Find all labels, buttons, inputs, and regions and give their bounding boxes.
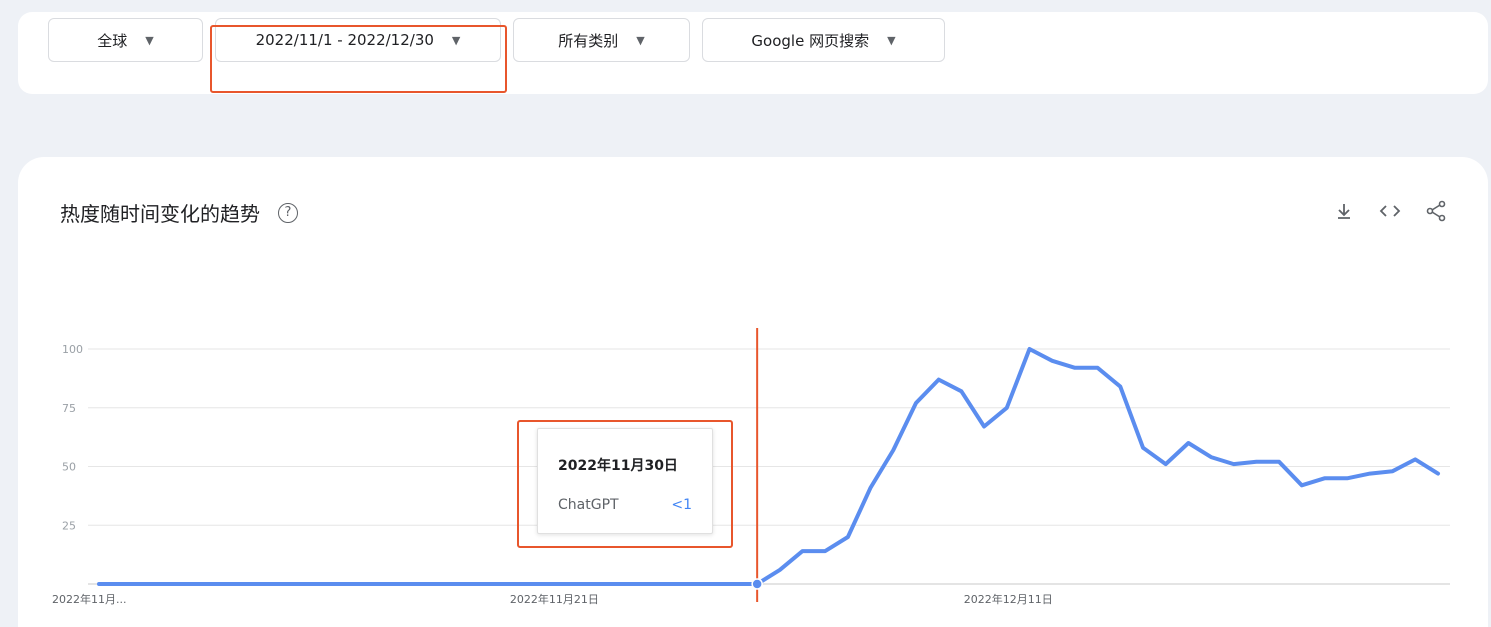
series-line-chatgpt [97,347,1440,586]
caret-down-icon: ▼ [887,33,896,47]
y-tick-label: 100 [62,343,83,356]
chart-tooltip: 2022年11月30日 ChatGPT <1 [537,428,713,534]
embed-icon[interactable] [1379,201,1401,221]
tooltip-term: ChatGPT [558,497,619,513]
date-range-highlight [210,25,507,93]
category-dropdown[interactable]: 所有类别 ▼ [513,18,690,62]
trend-card [18,157,1488,627]
card-actions [1333,200,1447,222]
caret-down-icon: ▼ [451,33,461,47]
card-header: 热度随时间变化的趋势 ? [60,198,298,227]
share-icon[interactable] [1425,200,1447,222]
tooltip-highlight [517,420,733,548]
x-tick-label: 2022年12月11日 [964,592,1053,606]
help-icon[interactable]: ? [278,202,298,223]
x-tick-label: 2022年11月21日 [510,592,599,606]
tooltip-date: 2022年11月30日 [558,458,678,474]
date-range-label: 2022/11/1 - 2022/12/30 [255,31,434,49]
region-dropdown[interactable]: 全球 ▼ [48,18,203,62]
y-tick-label: 75 [62,402,76,415]
x-tick-label: 2022年11月... [52,592,126,606]
y-tick-label: 50 [62,461,76,474]
caret-down-icon: ▼ [636,33,645,47]
region-label: 全球 [97,31,128,50]
card-title: 热度随时间变化的趋势 [60,202,260,226]
download-icon[interactable] [1333,201,1355,221]
category-label: 所有类别 [558,31,619,50]
search-type-dropdown[interactable]: Google 网页搜索 ▼ [702,18,945,62]
search-type-label: Google 网页搜索 [751,31,870,50]
hover-point [751,578,763,590]
y-tick-label: 25 [62,519,76,532]
tooltip-value: <1 [671,497,692,513]
caret-down-icon: ▼ [145,33,154,47]
